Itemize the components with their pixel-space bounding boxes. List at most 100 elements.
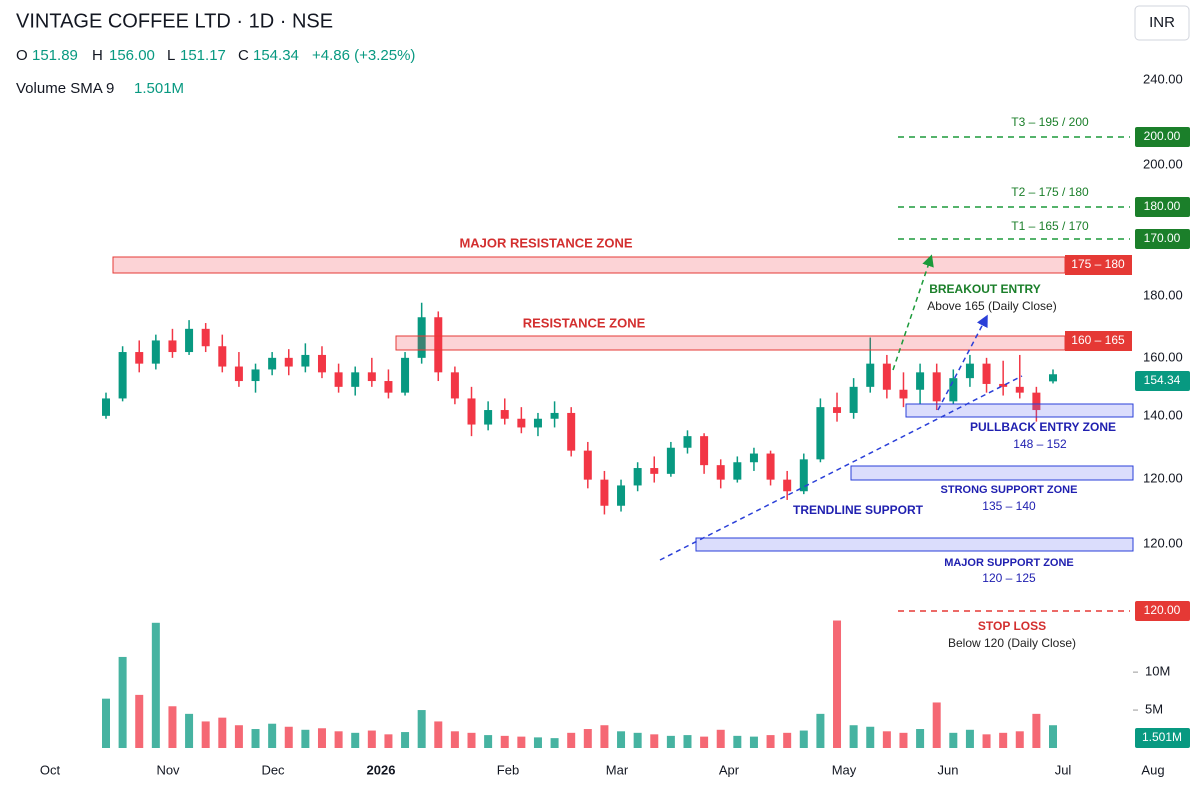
volume-bar: [284, 726, 293, 748]
candle-body: [866, 363, 875, 387]
ohlc-legend: O 151.89 H 156.00 L 151.17 C 154.34 +4.8…: [16, 47, 415, 64]
candle-body: [401, 357, 410, 393]
candle-body: [1032, 392, 1041, 411]
y-tick-label: 120.00: [1143, 535, 1183, 550]
volume-bar: [650, 734, 659, 748]
x-tick-label: Oct: [40, 762, 61, 777]
candle-body: [484, 410, 493, 425]
volume-tick-label: 5M: [1145, 701, 1163, 716]
legend-value: 154.34: [253, 47, 299, 64]
candle-body: [733, 462, 742, 480]
candle-body: [234, 366, 243, 382]
volume-bar: [999, 732, 1008, 748]
stop-badge: [1135, 601, 1190, 621]
legend-label: L: [167, 47, 175, 64]
annotation: PULLBACK ENTRY ZONE: [970, 420, 1116, 434]
candle-body: [783, 479, 792, 492]
volume-bar: [334, 731, 343, 748]
volume-badge-label: 1.501M: [1142, 730, 1182, 744]
volume-bar: [517, 736, 526, 748]
x-tick-label: Jun: [938, 762, 959, 777]
candle-body: [766, 453, 775, 480]
candle-body: [617, 485, 626, 506]
legend-label: O: [16, 47, 28, 64]
candle-body: [899, 389, 908, 399]
volume-bar: [234, 725, 243, 748]
volume-bar: [849, 725, 858, 748]
currency-label[interactable]: INR: [1149, 14, 1175, 31]
volume-bar: [317, 728, 326, 748]
zone-badge: [1065, 331, 1132, 351]
pullback-arrow: [937, 314, 988, 411]
candle-body: [351, 372, 360, 387]
candle-body: [450, 372, 459, 399]
candle-body: [583, 450, 592, 480]
x-tick-label: Nov: [156, 762, 180, 777]
volume-bar: [716, 729, 725, 748]
x-tick-label: Mar: [606, 762, 629, 777]
x-tick-label: Jul: [1055, 762, 1072, 777]
volume-bar: [982, 734, 991, 748]
annotation: MAJOR RESISTANCE ZONE: [459, 235, 632, 250]
volume-bar: [1049, 725, 1057, 748]
candle-body: [999, 383, 1008, 387]
volume-bar: [218, 717, 227, 748]
candle-body: [965, 363, 974, 379]
x-tick-label: May: [832, 762, 857, 777]
volume-bar: [168, 706, 177, 748]
candle-body: [417, 317, 426, 358]
price-badge-label: 154.34: [1144, 373, 1181, 387]
volume-bar: [583, 729, 592, 748]
currency-button[interactable]: [1134, 5, 1190, 41]
candle-body: [932, 372, 941, 402]
volume-bar: [500, 735, 509, 748]
annotation: MAJOR SUPPORT ZONE: [944, 557, 1074, 569]
volume-label: Volume SMA 9: [16, 80, 114, 97]
annotation: BREAKOUT ENTRY: [929, 282, 1041, 296]
candle-body: [833, 407, 842, 413]
candle-body: [201, 328, 210, 347]
chart-layers: 240.00 200.00 180.00 160.00 140.00 120.00 120.…: [16, 5, 1190, 777]
volume-bar: [600, 725, 609, 748]
volume-bar: [467, 732, 476, 748]
x-tick-label: Feb: [497, 762, 519, 777]
candle-body: [716, 465, 725, 480]
x-tick-label: Apr: [719, 762, 740, 777]
candle-body: [317, 354, 326, 373]
candle-body: [218, 346, 227, 367]
volume-bar: [417, 710, 426, 748]
y-tick-label: 240.00: [1143, 71, 1183, 86]
candle-body: [816, 407, 825, 460]
annotation: T1 – 165 / 170: [1011, 219, 1089, 233]
chart-title: VINTAGE COFFEE LTD · 1D · NSE: [16, 10, 333, 32]
candle-body: [949, 378, 958, 402]
candle-body: [849, 386, 858, 413]
volume-bar: [916, 729, 925, 748]
major-support-zone: [695, 537, 1134, 552]
volume-badge: [1135, 728, 1190, 748]
volume-bar: [185, 713, 194, 748]
annotation: Below 120 (Daily Close): [948, 636, 1076, 650]
candle-body: [168, 340, 177, 353]
candle-body: [268, 357, 277, 370]
volume-tick-label: 10M: [1145, 664, 1170, 679]
volume-bar: [633, 732, 642, 748]
volume-bar: [301, 729, 310, 748]
y-tick-label: 180.00: [1143, 287, 1183, 302]
y-tick-label: 140.00: [1143, 407, 1183, 422]
x-tick-label: Dec: [261, 762, 285, 777]
annotation: Above 165 (Daily Close): [927, 299, 1056, 313]
volume-bar: [135, 694, 144, 748]
annotation: TRENDLINE SUPPORT: [793, 503, 924, 517]
volume-bar: [434, 721, 443, 748]
candle-body: [799, 459, 808, 492]
candle-body: [533, 418, 542, 428]
volume-bar: [118, 656, 127, 748]
candle-body: [102, 398, 110, 416]
candle-body: [550, 412, 559, 419]
price-badge: [1135, 371, 1190, 391]
volume-bar: [367, 730, 376, 748]
y-tick-label: 120.00: [1143, 470, 1183, 485]
legend-value: 151.89: [32, 47, 78, 64]
